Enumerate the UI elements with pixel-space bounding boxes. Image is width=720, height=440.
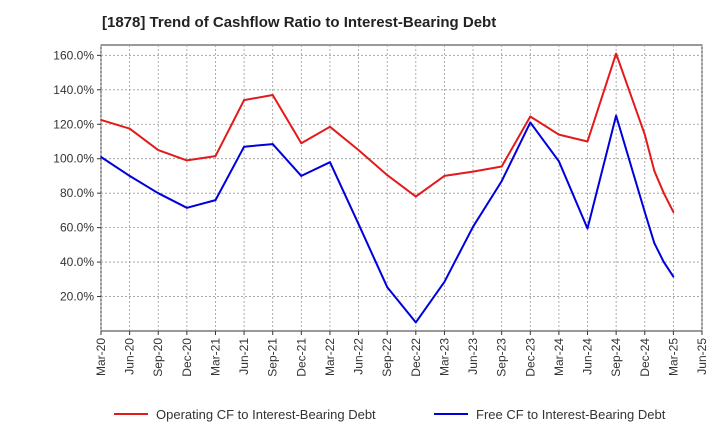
data-point: [414, 321, 417, 324]
x-tick-label: Mar-21: [208, 338, 222, 376]
data-point: [185, 159, 188, 162]
legend-label: Free CF to Interest-Bearing Debt: [476, 407, 666, 422]
data-point: [529, 115, 532, 118]
x-tick-label: Sep-20: [151, 338, 165, 377]
data-point: [271, 94, 274, 96]
x-tick-label: Mar-24: [552, 338, 566, 376]
y-tick-label: 100.0%: [53, 152, 94, 166]
legend-label: Operating CF to Interest-Bearing Debt: [156, 407, 376, 422]
y-tick-label: 80.0%: [60, 186, 94, 200]
data-point: [500, 165, 503, 168]
data-point: [386, 174, 389, 176]
data-point: [300, 142, 303, 145]
y-axis-ticks: 20.0% 40.0% 60.0% 80.0% 100.0% 120.0% 140.0% 16…: [53, 48, 101, 304]
x-tick-label: Sep-21: [266, 338, 280, 377]
x-tick-label: Mar-23: [437, 338, 451, 376]
x-tick-label: Dec-20: [180, 338, 194, 377]
data-point: [472, 225, 474, 228]
data-point: [100, 156, 102, 158]
data-point: [185, 206, 188, 209]
chart-title: [1878] Trend of Cashflow Ratio to Intere…: [102, 14, 497, 31]
data-point: [653, 242, 656, 245]
data-point: [672, 211, 675, 214]
x-tick-label: Jun-21: [237, 338, 251, 375]
series-lines: [100, 52, 675, 324]
y-tick-label: 120.0%: [53, 117, 94, 131]
y-tick-label: 140.0%: [53, 83, 94, 97]
data-point: [157, 192, 160, 195]
legend: Operating CF to Interest-Bearing Debt Fre…: [114, 407, 666, 422]
x-tick-label: Jun-23: [466, 338, 480, 375]
plot-border: [100, 44, 703, 332]
data-point: [329, 161, 331, 164]
data-point: [300, 175, 303, 177]
x-tick-label: Jun-25: [695, 338, 709, 375]
data-point: [672, 275, 675, 278]
data-point: [653, 169, 656, 172]
data-point: [100, 119, 102, 121]
x-tick-label: Jun-24: [581, 338, 595, 375]
data-point: [615, 52, 618, 55]
data-point: [414, 195, 417, 198]
data-point: [128, 127, 131, 130]
data-point: [329, 125, 331, 128]
x-tick-label: Sep-24: [609, 338, 623, 377]
data-point: [662, 192, 665, 195]
x-tick-label: Dec-21: [294, 338, 308, 377]
y-tick-label: 60.0%: [60, 221, 94, 235]
data-point: [529, 121, 532, 124]
data-point: [472, 170, 474, 173]
x-tick-label: Sep-23: [495, 338, 509, 377]
x-tick-label: Jun-20: [123, 338, 137, 375]
data-point: [443, 280, 446, 283]
data-point: [357, 223, 360, 226]
data-point: [386, 286, 389, 288]
y-tick-label: 20.0%: [60, 290, 94, 304]
data-point: [558, 133, 560, 136]
y-tick-label: 160.0%: [53, 48, 94, 62]
x-tick-label: Mar-25: [666, 338, 680, 376]
x-tick-label: Dec-23: [523, 338, 537, 377]
plot-area: [100, 44, 703, 332]
x-tick-label: Mar-20: [94, 338, 108, 376]
data-point: [643, 133, 646, 136]
data-point: [443, 175, 446, 177]
data-point: [558, 160, 560, 163]
x-tick-label: Dec-24: [638, 338, 652, 377]
x-axis-ticks: Mar-20 Jun-20 Sep-20 Dec-20 Mar-21 Jun-21 Sep-…: [94, 331, 709, 377]
data-point: [586, 140, 589, 143]
data-point: [500, 180, 503, 183]
x-tick-label: Mar-22: [323, 338, 337, 376]
grid-lines: [100, 45, 703, 331]
data-point: [157, 149, 160, 151]
data-point: [214, 155, 217, 158]
data-point: [271, 143, 274, 145]
data-point: [586, 227, 589, 230]
data-point: [243, 145, 245, 148]
x-tick-label: Dec-22: [409, 338, 423, 377]
x-tick-label: Sep-22: [380, 338, 394, 377]
y-tick-label: 40.0%: [60, 255, 94, 269]
data-point: [357, 149, 360, 151]
data-point: [615, 114, 618, 117]
x-tick-label: Jun-22: [352, 338, 366, 375]
data-point: [662, 261, 665, 263]
data-point: [243, 99, 245, 102]
data-point: [128, 175, 131, 177]
data-point: [214, 199, 217, 201]
data-point: [643, 211, 646, 214]
